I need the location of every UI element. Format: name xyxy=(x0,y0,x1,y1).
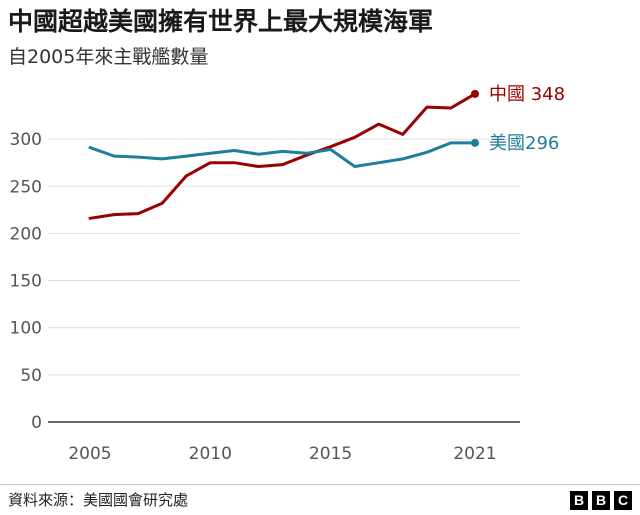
bbc-logo-letter-1: B xyxy=(570,491,588,510)
x-tick-label: 2021 xyxy=(453,444,496,464)
bbc-logo: B B C xyxy=(570,491,632,510)
y-tick-label: 50 xyxy=(20,366,42,386)
x-tick-label: 2015 xyxy=(309,444,352,464)
line-chart: 0 50 100 150 200 250 300 2005 2010 2015 2021 中國 348… xyxy=(10,84,566,464)
footer-divider xyxy=(0,484,640,485)
bbc-logo-letter-3: C xyxy=(614,491,632,510)
x-tick-label: 2005 xyxy=(68,444,111,464)
x-tick-label: 2010 xyxy=(189,444,232,464)
chart-subtitle: 自2005年來主戰艦數量 xyxy=(8,46,209,68)
y-tick-label: 200 xyxy=(10,224,42,244)
series-line-china xyxy=(88,92,477,220)
series-endpoint-china xyxy=(471,89,479,98)
y-tick-label: 100 xyxy=(10,319,42,339)
series-endpoint-us xyxy=(471,138,479,147)
y-tick-label: 0 xyxy=(31,413,42,433)
series-label-china: 中國 348 xyxy=(489,84,565,105)
bbc-logo-letter-2: B xyxy=(592,491,610,510)
y-tick-label: 250 xyxy=(10,177,42,197)
y-tick-label: 150 xyxy=(10,272,42,292)
series-line-us xyxy=(88,141,477,168)
y-tick-label: 300 xyxy=(10,130,42,150)
series-label-us: 美國296 xyxy=(489,133,559,154)
source-note: 資料來源：美國國會研究處 xyxy=(8,491,189,509)
chart-title: 中國超越美國擁有世界上最大規模海軍 xyxy=(8,7,434,36)
